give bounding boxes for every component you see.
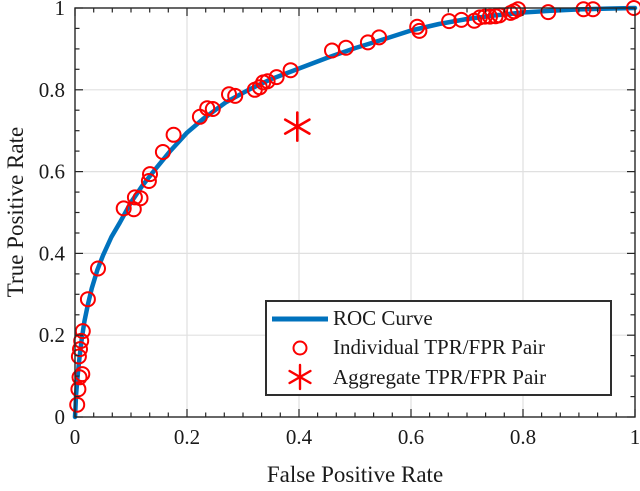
individual-pair-marker: [73, 332, 90, 349]
x-tick-label: 0: [70, 425, 81, 449]
legend-box: ROC Curve Individual TPR/FPR Pair: [265, 300, 612, 396]
x-tick-label: 0.2: [174, 425, 200, 449]
legend-item-aggregate-pair: Aggregate TPR/FPR Pair: [267, 363, 610, 392]
individual-pair-marker: [338, 39, 354, 56]
roc-curve-line-icon: [267, 315, 333, 323]
individual-pair-marker: [575, 1, 592, 18]
individual-pair-marker: [115, 200, 132, 217]
individual-pair-marker: [79, 291, 96, 308]
individual-pair-marker: [585, 1, 601, 18]
circle-marker-icon: [267, 339, 333, 357]
individual-pair-marker: [199, 100, 216, 117]
x-tick-label: 0.8: [510, 425, 536, 449]
individual-pair-marker: [74, 323, 91, 340]
y-axis-label: True Positive Rate: [3, 126, 28, 298]
individual-pair-marker: [482, 8, 498, 25]
y-tick-label: 1: [55, 0, 66, 20]
x-tick-label: 1: [630, 425, 640, 449]
individual-pair-marker: [140, 173, 157, 189]
y-tick-label: 0.2: [39, 323, 65, 347]
individual-pair-marker: [71, 369, 88, 386]
individual-pair-marker: [132, 190, 149, 207]
individual-pair-marker: [69, 396, 86, 413]
individual-pair-marker: [411, 22, 428, 39]
individual-pair-marker: [259, 73, 276, 90]
legend-label-aggregate-pair: Aggregate TPR/FPR Pair: [333, 364, 547, 389]
individual-pair-marker: [126, 189, 143, 206]
y-tick-label: 0: [55, 405, 66, 429]
y-tick-label: 0.4: [39, 241, 66, 265]
individual-pair-marker: [72, 341, 88, 358]
y-tick-label: 0.8: [39, 78, 65, 102]
individual-pair-marker: [221, 86, 237, 103]
asterisk-marker-icon: [267, 363, 333, 391]
individual-pair-marker: [70, 348, 87, 365]
aggregate-pair-marker: [283, 118, 311, 135]
legend-item-individual-pair: Individual TPR/FPR Pair: [267, 333, 610, 362]
individual-pair-marker: [227, 87, 244, 104]
x-tick-label: 0.4: [286, 425, 313, 449]
y-tick-label: 0.6: [39, 160, 65, 184]
individual-pair-marker: [453, 11, 470, 28]
individual-pair-marker: [165, 126, 182, 143]
legend-label-individual-pair: Individual TPR/FPR Pair: [333, 335, 545, 360]
x-axis-label: False Positive Rate: [266, 462, 444, 487]
individual-pair-marker: [90, 260, 106, 277]
individual-pair-marker: [268, 69, 285, 86]
individual-pair-marker: [510, 1, 526, 18]
individual-pair-marker: [441, 13, 458, 30]
individual-pair-marker: [282, 62, 299, 79]
individual-pair-marker: [142, 166, 158, 183]
x-tick-label: 0.6: [398, 425, 424, 449]
individual-pair-marker: [204, 101, 221, 117]
individual-pair-marker: [371, 29, 388, 46]
legend-item-roc-curve: ROC Curve: [267, 304, 610, 333]
individual-pair-marker: [154, 144, 171, 160]
legend-label-roc-curve: ROC Curve: [333, 306, 433, 331]
